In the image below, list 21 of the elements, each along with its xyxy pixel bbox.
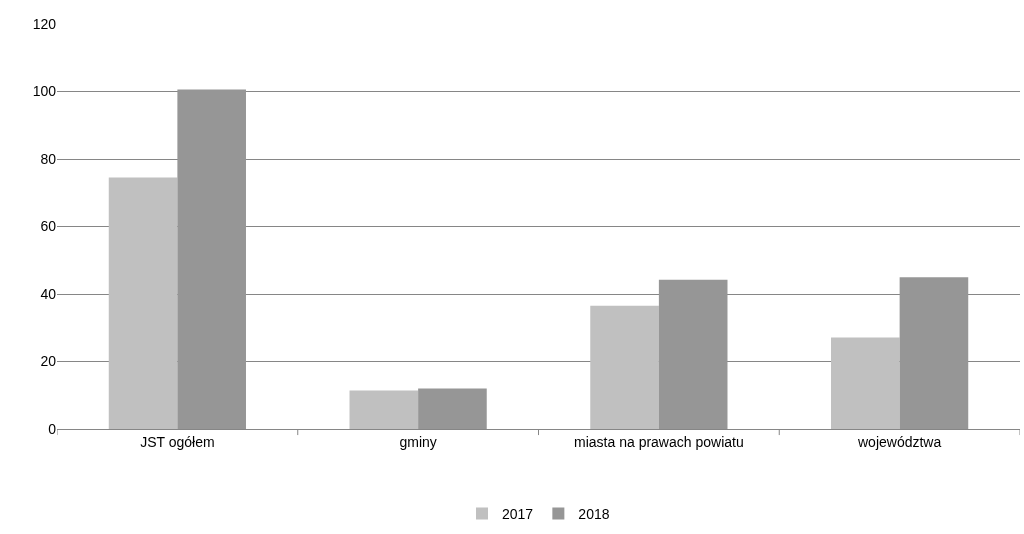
y-tick-label: 20 xyxy=(40,353,57,370)
y-tick-label: 60 xyxy=(40,218,57,235)
x-tick-label: JST ogółem xyxy=(140,433,215,450)
legend-label: 2017 xyxy=(502,505,534,522)
bar xyxy=(418,388,487,429)
y-tick-label: 80 xyxy=(40,150,57,167)
x-tick-label: miasta na prawach powiatu xyxy=(574,433,744,450)
x-tick-label: województwa xyxy=(857,433,942,450)
x-tick-label: gminy xyxy=(399,433,437,450)
bar xyxy=(108,177,178,429)
bar xyxy=(590,305,659,429)
y-tick-label: 100 xyxy=(32,83,57,100)
y-tick-label: 120 xyxy=(32,15,57,32)
bar xyxy=(658,279,728,429)
bar xyxy=(831,337,900,429)
bar xyxy=(349,390,419,429)
y-tick-label: 40 xyxy=(40,285,57,302)
y-tick-label: 0 xyxy=(48,420,57,437)
legend-label: 2018 xyxy=(578,505,610,522)
bar xyxy=(177,89,246,429)
bar xyxy=(899,277,969,429)
